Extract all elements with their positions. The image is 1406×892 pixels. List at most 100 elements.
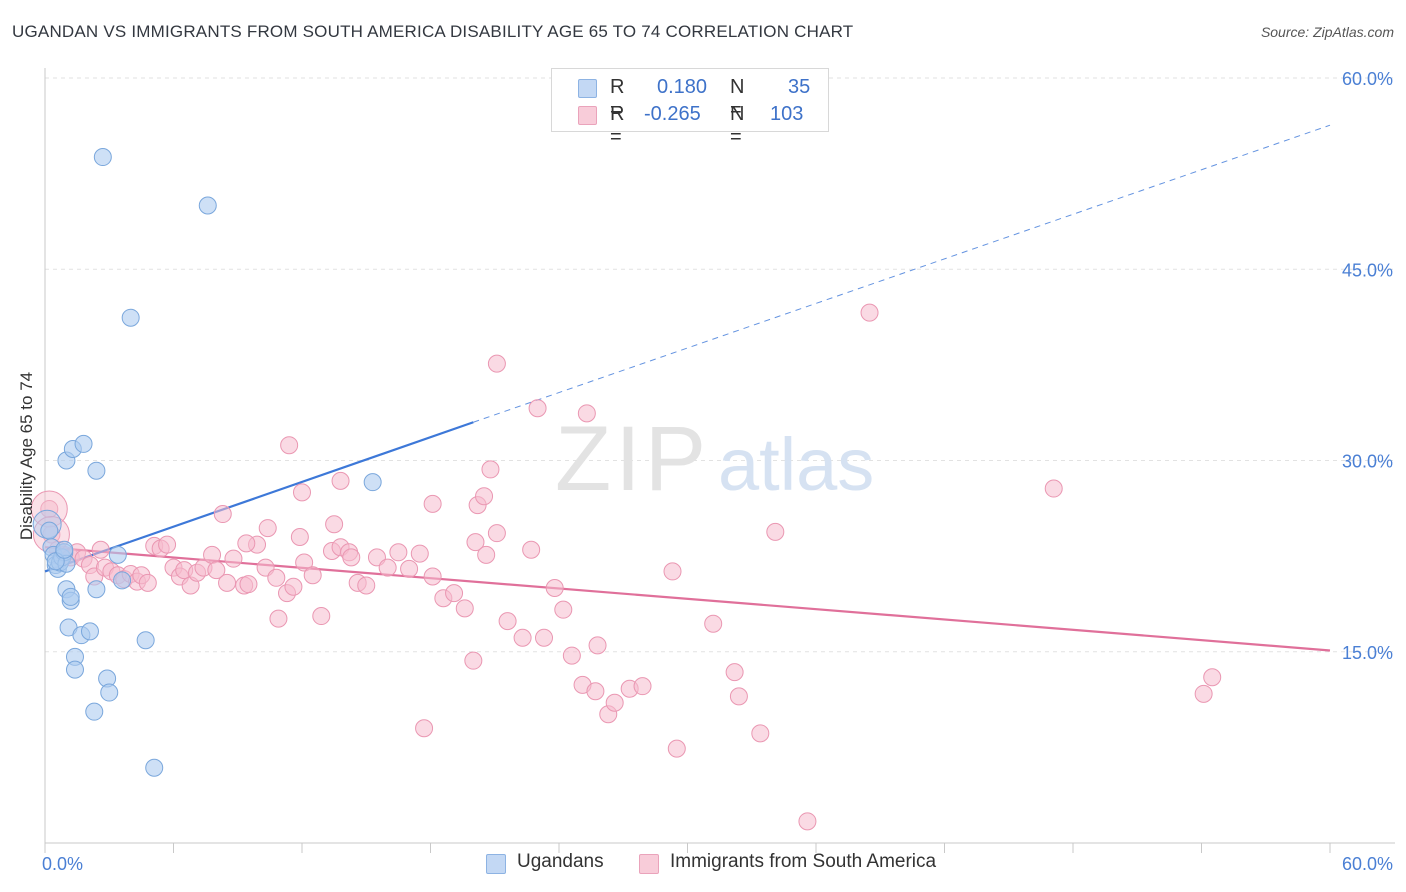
- data-point-immigrants: [554, 600, 573, 619]
- data-point-immigrants: [237, 534, 256, 553]
- data-point-immigrants: [267, 568, 286, 587]
- data-point-immigrants: [535, 628, 554, 647]
- watermark-zip: ZIP: [555, 408, 710, 510]
- data-point-ugandans: [87, 461, 106, 480]
- legend-r-value: -0.265: [644, 103, 701, 125]
- legend-swatch-blue: [578, 79, 597, 98]
- axis-tick-labels: 15.0% 30.0% 45.0% 60.0% 0.0% 60.0%: [42, 69, 1393, 874]
- y-tick-label: 45.0%: [1342, 260, 1393, 280]
- data-point-immigrants: [342, 548, 361, 567]
- data-point-ugandans: [65, 660, 84, 679]
- legend-n-value: 103: [770, 103, 804, 125]
- trend-lines: [44, 124, 1331, 652]
- data-point-immigrants: [487, 524, 506, 543]
- data-point-immigrants: [357, 576, 376, 595]
- data-point-immigrants: [1044, 479, 1063, 498]
- data-point-immigrants: [725, 663, 744, 682]
- legend-n-label: N =: [730, 76, 745, 121]
- data-point-immigrants: [280, 436, 299, 455]
- source-label: Source: ZipAtlas.com: [1260, 24, 1394, 40]
- data-point-immigrants: [40, 499, 59, 518]
- trend-line-ugandans-extrapolated: [473, 124, 1331, 423]
- data-point-immigrants: [389, 543, 408, 562]
- y-tick-label: 60.0%: [1342, 69, 1393, 89]
- data-point-ugandans: [145, 758, 164, 777]
- data-point-immigrants: [303, 566, 322, 585]
- axes: [44, 68, 1395, 844]
- legend-label: Immigrants from South America: [670, 851, 937, 872]
- gridlines: [45, 77, 1395, 653]
- data-point-immigrants: [218, 573, 237, 592]
- data-point-immigrants: [295, 553, 314, 572]
- legend-swatch-pink: [578, 106, 597, 125]
- data-point-immigrants: [704, 614, 723, 633]
- data-point-ugandans: [121, 308, 140, 327]
- data-point-immigrants: [410, 544, 429, 563]
- watermark-atlas: atlas: [718, 423, 874, 506]
- data-point-immigrants: [729, 687, 748, 706]
- data-point-immigrants: [481, 460, 500, 479]
- data-point-ugandans: [100, 683, 119, 702]
- y-tick-label: 30.0%: [1342, 452, 1393, 472]
- legend-r-label: R =: [610, 76, 625, 121]
- axis-ticks: [44, 843, 1331, 853]
- data-point-ugandans: [74, 434, 93, 453]
- data-point-ugandans: [198, 196, 217, 215]
- data-point-ugandans: [87, 580, 106, 599]
- data-point-immigrants: [284, 577, 303, 596]
- data-point-immigrants: [562, 646, 581, 665]
- data-point-immigrants: [663, 562, 682, 581]
- data-point-immigrants: [290, 528, 309, 546]
- y-tick-label: 15.0%: [1342, 643, 1393, 663]
- data-point-immigrants: [751, 724, 770, 743]
- legend-label: Ugandans: [517, 851, 604, 872]
- data-point-ugandans: [108, 545, 127, 564]
- data-point-immigrants: [378, 558, 397, 577]
- legend-box: R = 0.180 N = 35 R = -0.265 N = 103: [551, 68, 829, 148]
- data-point-ugandans: [85, 702, 104, 721]
- data-point-immigrants: [464, 651, 483, 670]
- data-point-immigrants: [586, 682, 605, 701]
- x-tick-label: 0.0%: [42, 854, 83, 874]
- series-immigrants-points: [30, 303, 1222, 831]
- data-point-immigrants: [207, 561, 226, 580]
- legend-swatch-blue: [486, 854, 506, 874]
- data-point-immigrants: [860, 303, 879, 322]
- data-point-immigrants: [312, 607, 331, 626]
- data-point-immigrants: [577, 404, 596, 423]
- y-axis-label: Disability Age 65 to 74: [17, 372, 36, 540]
- data-point-immigrants: [522, 540, 541, 559]
- data-point-ugandans: [113, 571, 132, 590]
- data-point-immigrants: [400, 559, 419, 578]
- data-point-immigrants: [605, 693, 624, 712]
- chart-title: UGANDAN VS IMMIGRANTS FROM SOUTH AMERICA…: [12, 22, 854, 41]
- legend-n-value: 35: [788, 76, 811, 98]
- data-point-immigrants: [477, 545, 496, 564]
- data-point-immigrants: [545, 579, 564, 597]
- data-point-immigrants: [528, 399, 547, 418]
- data-point-immigrants: [667, 739, 686, 758]
- legend-n-label: N =: [730, 103, 745, 148]
- data-point-immigrants: [423, 567, 442, 586]
- data-point-immigrants: [487, 354, 506, 373]
- data-point-immigrants: [325, 515, 344, 534]
- data-point-immigrants: [588, 636, 607, 655]
- data-point-immigrants: [293, 483, 311, 502]
- data-point-immigrants: [475, 487, 494, 506]
- data-point-immigrants: [513, 628, 532, 647]
- data-point-immigrants: [498, 612, 517, 631]
- data-point-immigrants: [1194, 684, 1213, 703]
- data-point-immigrants: [798, 812, 817, 831]
- data-point-immigrants: [203, 545, 222, 564]
- data-point-immigrants: [239, 575, 258, 594]
- data-point-immigrants: [258, 519, 277, 538]
- data-point-immigrants: [224, 549, 243, 568]
- data-point-immigrants: [1203, 668, 1222, 687]
- data-point-ugandans: [80, 622, 99, 641]
- data-point-ugandans: [136, 631, 155, 650]
- data-point-ugandans: [40, 521, 59, 540]
- data-point-immigrants: [423, 494, 442, 513]
- legend-r-label: R =: [610, 103, 625, 148]
- data-point-immigrants: [415, 719, 434, 738]
